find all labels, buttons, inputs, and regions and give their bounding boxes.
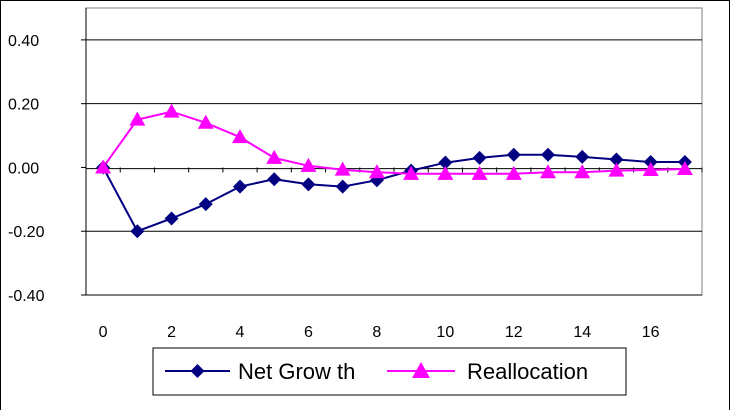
y-tick-label: 0.00 [8,160,39,177]
net-growth-point [164,211,179,226]
reallocation-point [437,165,454,180]
y-tick-label: 0.40 [8,33,39,50]
net-growth-point [301,177,316,192]
x-tick-label: 16 [642,324,660,341]
reallocation-point [368,164,385,179]
reallocation-point [471,165,488,180]
reallocation-point [540,164,556,179]
reallocation-point [642,161,659,176]
net-growth-point [472,150,487,165]
x-tick-label: 14 [573,324,591,341]
x-tick-label: 12 [505,324,523,341]
legend-label-reallocation: Reallocation [467,359,588,384]
plot-area [85,7,703,296]
net-growth-point [130,224,145,239]
net-growth-point [335,179,350,194]
x-tick-label: 0 [99,324,108,341]
series-group [95,103,693,239]
reallocation-point [676,161,693,176]
reallocation-point [403,165,420,180]
reallocation-point [163,103,180,118]
reallocation-point [334,161,351,176]
net-growth-point [233,179,247,194]
reallocation-point [300,157,317,172]
gridlines [86,39,702,296]
x-tick-label: 6 [304,324,313,341]
net-growth-point [267,172,282,187]
x-tick-label: 4 [236,324,245,341]
reallocation-point [574,164,591,179]
x-axis-tick-labels: 0 2 4 6 8 10 12 14 16 [99,324,660,341]
reallocation-point [129,111,146,126]
x-tick-label: 10 [436,324,454,341]
reallocation-point [505,165,522,180]
series-line-reallocation [102,110,685,175]
y-axis-tick-labels: -0.40 -0.20 0.00 0.20 0.40 [8,33,86,305]
legend-label-net-growth: Net Grow th [238,359,355,384]
net-growth-point [506,147,521,162]
net-growth-point [609,152,624,167]
reallocation-point [197,114,214,129]
diamond-marker-icon [190,364,205,378]
x-tick-label: 2 [167,324,176,341]
y-tick-label: -0.20 [8,224,45,241]
x-tick-label: 8 [372,324,381,341]
net-growth-point [438,155,453,170]
reallocation-point [608,162,625,177]
net-growth-point [198,197,213,212]
y-tick-label: 0.20 [8,97,39,114]
y-tick-label: -0.40 [8,288,45,305]
net-growth-point [575,149,590,164]
reallocation-point [232,129,248,144]
reallocation-point [266,149,283,164]
legend-item-reallocation: Reallocation [387,359,588,384]
net-growth-point [541,147,555,162]
legend-item-net-growth: Net Grow th [165,359,355,384]
triangle-marker-icon [412,362,430,378]
reallocation-point [95,159,112,174]
